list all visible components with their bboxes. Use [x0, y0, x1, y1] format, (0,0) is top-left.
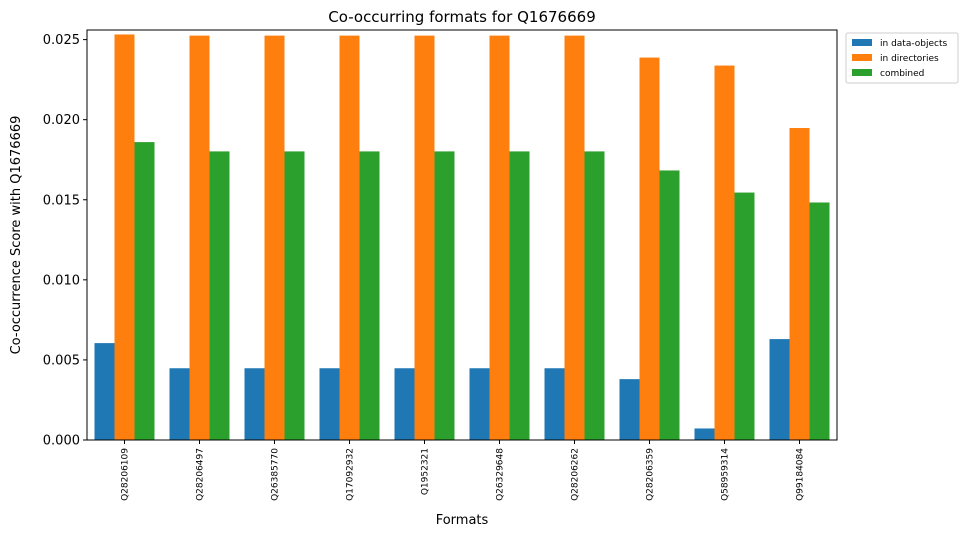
legend: in data-objects in directories combined: [846, 33, 958, 83]
legend-label: in data-objects: [880, 39, 947, 49]
x-axis-ticks: Q28206109 Q28206497 Q26385770 Q17092932 Q195…: [121, 440, 806, 501]
x-tick-label: Q99184084: [796, 448, 806, 501]
bar-in-directories-Q17092932: [340, 36, 360, 440]
bars-group: [95, 34, 830, 440]
bar-in-data-objects-Q99184084: [770, 339, 790, 440]
bar-in-directories-Q1952321: [415, 36, 435, 440]
x-tick-label: Q28206109: [121, 448, 131, 501]
y-tick-label: 0.000: [43, 434, 80, 449]
y-tick-label: 0.010: [43, 273, 80, 288]
y-axis-label: Co-occurrence Score with Q1676669: [9, 116, 24, 355]
bar-in-data-objects-Q17092932: [320, 368, 340, 440]
x-tick-label: Q26329648: [496, 448, 506, 501]
x-tick-label: Q28206359: [646, 448, 656, 501]
bar-combined-Q28206497: [210, 151, 230, 440]
bar-in-data-objects-Q58959314: [695, 428, 715, 440]
bar-combined-Q58959314: [735, 193, 755, 440]
y-tick-label: 0.025: [43, 33, 80, 48]
x-tick-label: Q17092932: [346, 448, 356, 501]
bar-in-directories-Q58959314: [715, 66, 735, 440]
bar-combined-Q26329648: [510, 151, 530, 440]
bar-combined-Q17092932: [360, 151, 380, 440]
bar-in-directories-Q28206262: [565, 36, 585, 440]
bar-combined-Q26385770: [285, 151, 305, 440]
x-tick-label: Q28206262: [571, 448, 581, 501]
legend-label: combined: [880, 69, 924, 79]
bar-combined-Q28206262: [585, 151, 605, 440]
y-axis-ticks: 0.000 0.005 0.010 0.015 0.020 0.025: [43, 33, 87, 448]
x-tick-label: Q28206497: [196, 448, 206, 501]
legend-label: in directories: [880, 54, 939, 64]
bar-in-directories-Q99184084: [790, 128, 810, 440]
x-tick-label: Q1952321: [421, 448, 431, 495]
x-tick-label: Q26385770: [271, 448, 281, 501]
bar-in-data-objects-Q26329648: [470, 368, 490, 440]
y-tick-label: 0.015: [43, 193, 80, 208]
bar-in-directories-Q28206109: [115, 34, 135, 440]
bar-in-data-objects-Q28206262: [545, 368, 565, 440]
bar-in-data-objects-Q28206109: [95, 343, 115, 440]
bar-in-data-objects-Q26385770: [245, 368, 265, 440]
bar-in-directories-Q26385770: [265, 36, 285, 440]
bar-combined-Q28206109: [135, 142, 155, 440]
legend-swatch-in-directories: [852, 54, 872, 61]
legend-swatch-in-data-objects: [852, 39, 872, 46]
y-tick-label: 0.005: [43, 353, 80, 368]
y-tick-label: 0.020: [43, 113, 80, 128]
bar-in-data-objects-Q28206359: [620, 379, 640, 440]
bar-in-data-objects-Q28206497: [170, 368, 190, 440]
x-tick-label: Q58959314: [721, 448, 731, 501]
bar-combined-Q99184084: [810, 202, 830, 440]
bar-combined-Q28206359: [660, 170, 680, 440]
bar-in-directories-Q28206497: [190, 36, 210, 440]
chart-title: Co-occurring formats for Q1676669: [328, 8, 595, 26]
bar-combined-Q1952321: [435, 151, 455, 440]
bar-in-directories-Q26329648: [490, 36, 510, 440]
legend-swatch-combined: [852, 69, 872, 76]
bar-in-data-objects-Q1952321: [395, 368, 415, 440]
bar-in-directories-Q28206359: [640, 58, 660, 440]
x-axis-label: Formats: [436, 513, 489, 528]
